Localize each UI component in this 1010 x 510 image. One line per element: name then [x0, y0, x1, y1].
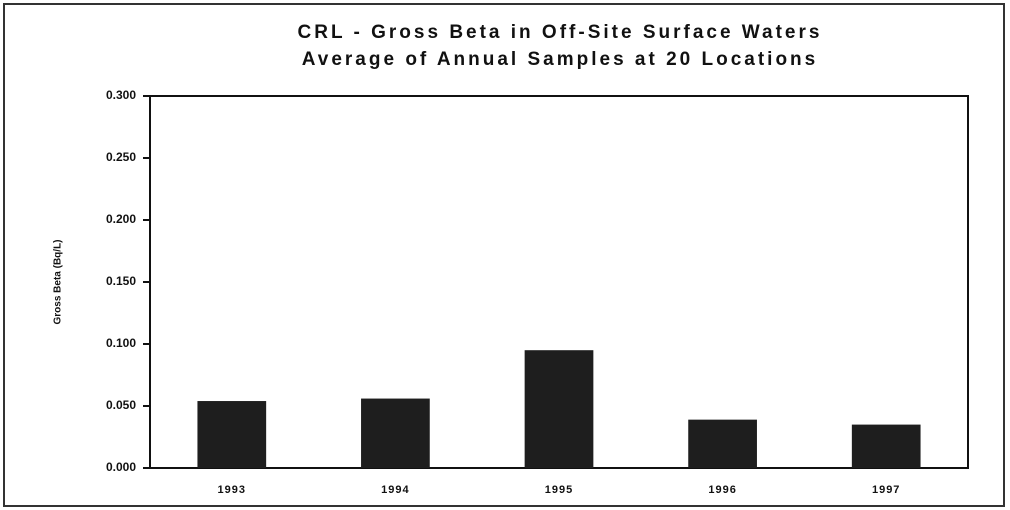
- x-tick-label: 1996: [708, 484, 736, 496]
- x-tick-label: 1993: [218, 484, 246, 496]
- x-tick-label: 1995: [545, 484, 573, 496]
- y-tick-label: 0.100: [106, 336, 136, 350]
- bar: [851, 424, 921, 468]
- chart-title: CRL - Gross Beta in Off-Site Surface Wat…: [298, 22, 823, 43]
- bar: [361, 398, 430, 468]
- y-tick-label: 0.050: [106, 398, 136, 412]
- y-tick-label: 0.000: [106, 460, 136, 474]
- x-tick-label: 1994: [381, 484, 409, 496]
- bar: [197, 401, 267, 468]
- y-tick-label: 0.200: [106, 212, 136, 226]
- y-axis-label: Gross Beta (Bq/L): [53, 239, 64, 324]
- y-tick-label: 0.150: [106, 274, 136, 288]
- bar: [524, 350, 594, 468]
- bar: [688, 419, 757, 468]
- frame: [3, 3, 1005, 507]
- y-tick-label: 0.250: [106, 150, 136, 164]
- y-tick-label: 0.300: [106, 88, 136, 102]
- x-tick-label: 1997: [872, 484, 900, 496]
- chart-subtitle: Average of Annual Samples at 20 Location…: [302, 49, 818, 70]
